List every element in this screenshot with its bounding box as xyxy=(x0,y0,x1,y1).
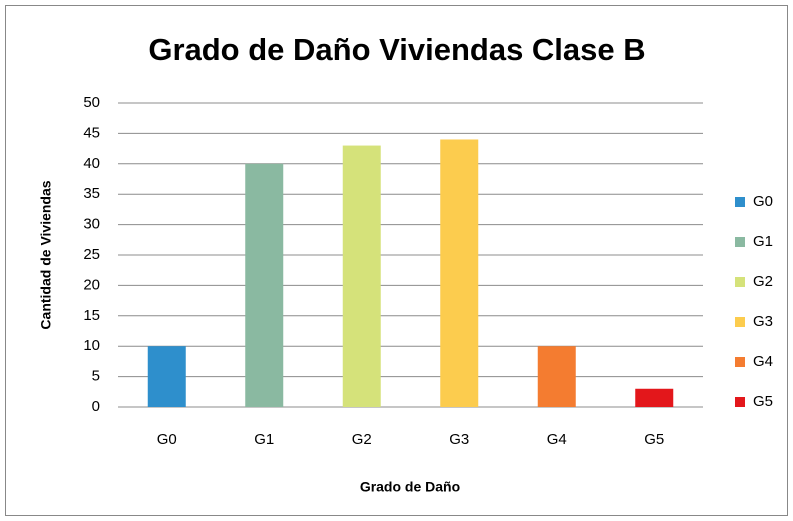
y-tick-label: 15 xyxy=(83,307,100,324)
y-tick-label: 20 xyxy=(83,276,100,293)
y-tick-label: 0 xyxy=(92,398,100,415)
legend-swatch xyxy=(735,317,745,327)
chart-border xyxy=(5,5,788,516)
x-axis-label: Grado de Daño xyxy=(360,479,460,495)
legend-label: G5 xyxy=(753,393,773,410)
y-axis-label: Cantidad de Viviendas xyxy=(38,180,54,329)
legend-swatch xyxy=(735,277,745,287)
bar xyxy=(245,163,284,407)
legend-label: G3 xyxy=(753,313,773,330)
legend-label: G2 xyxy=(753,273,773,290)
x-tick-label: G0 xyxy=(157,431,177,448)
y-tick-label: 45 xyxy=(83,124,100,141)
y-tick-label: 35 xyxy=(83,185,100,202)
x-tick-label: G1 xyxy=(254,431,274,448)
bar xyxy=(440,139,479,408)
legend-swatch xyxy=(735,237,745,247)
x-tick-label: G2 xyxy=(352,431,372,448)
y-tick-label: 25 xyxy=(83,246,100,263)
y-tick-label: 50 xyxy=(83,94,100,111)
x-tick-label: G5 xyxy=(644,431,664,448)
y-tick-label: 5 xyxy=(92,368,100,385)
legend-label: G0 xyxy=(753,193,773,210)
x-tick-label: G4 xyxy=(547,431,567,448)
bar xyxy=(635,388,674,407)
legend-label: G4 xyxy=(753,353,773,370)
legend-swatch xyxy=(735,357,745,367)
legend-swatch xyxy=(735,397,745,407)
y-tick-label: 10 xyxy=(83,337,100,354)
legend-label: G1 xyxy=(753,233,773,250)
legend-swatch xyxy=(735,197,745,207)
y-tick-label: 30 xyxy=(83,216,100,233)
bar xyxy=(147,346,186,407)
bar xyxy=(537,346,576,407)
x-tick-label: G3 xyxy=(449,431,469,448)
chart-title: Grado de Daño Viviendas Clase B xyxy=(148,32,645,67)
bar xyxy=(342,145,381,407)
y-tick-label: 40 xyxy=(83,155,100,172)
